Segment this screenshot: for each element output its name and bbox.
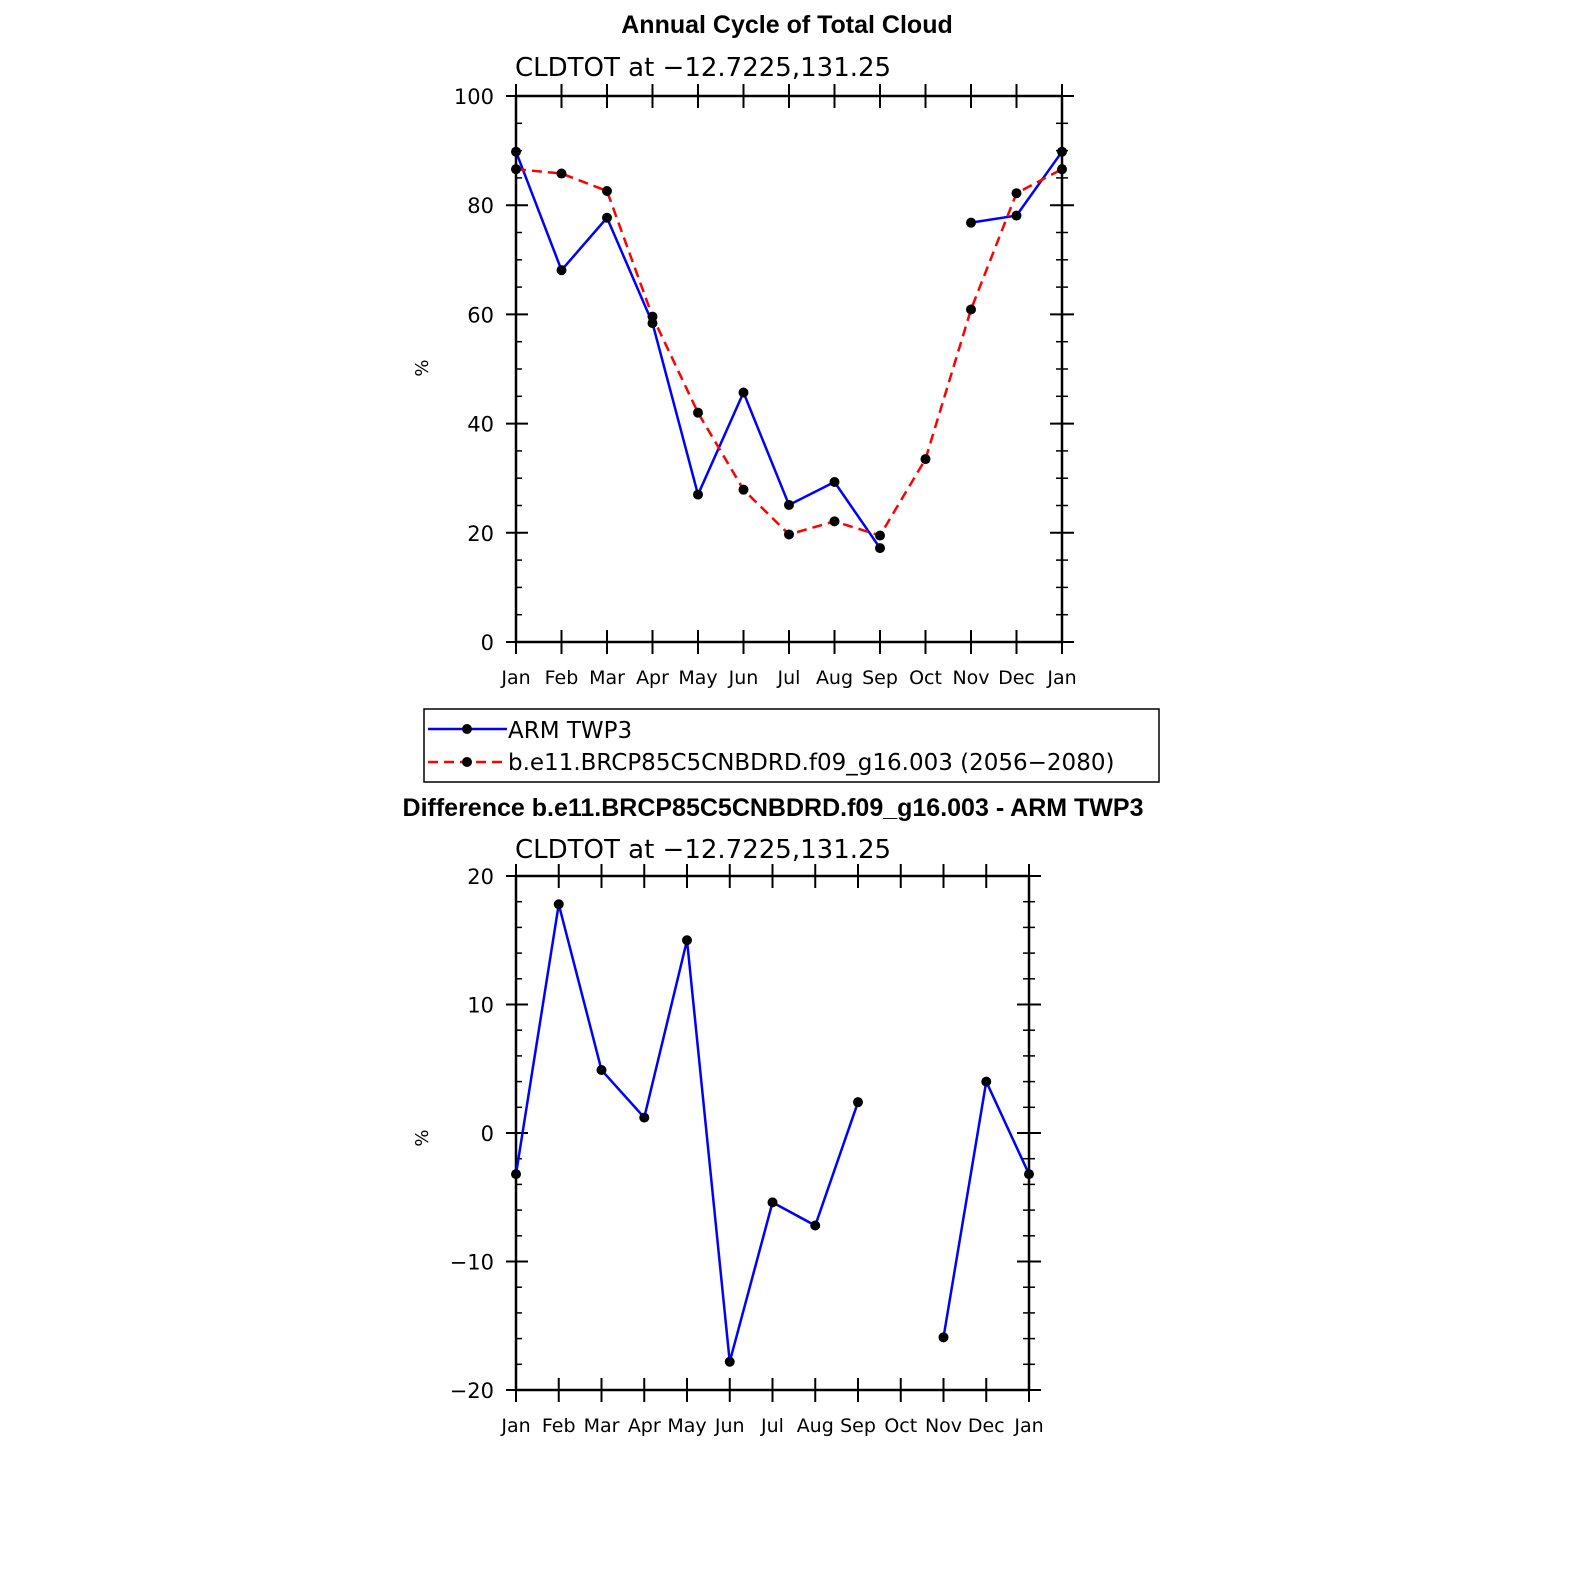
chart1-x-tick-label: Aug — [816, 667, 853, 689]
chart2-y-axis-label: % — [412, 1129, 433, 1146]
chart2-x-tick-label: Aug — [797, 1415, 834, 1437]
chart1-series-2-point — [602, 186, 612, 197]
chart1-series-1-point — [829, 477, 840, 488]
chart1-series-1-point — [602, 212, 612, 223]
chart1-x-tick-label: Dec — [998, 667, 1035, 689]
chart1-series-1-point — [556, 265, 567, 276]
chart2-x-tick-label: Jun — [714, 1415, 745, 1437]
chart1-y-tick-label: 40 — [467, 413, 494, 437]
legend-marker-arm — [462, 724, 472, 734]
chart1-x-tick-label: Jan — [500, 667, 530, 689]
chart1-x-tick-label: Mar — [589, 667, 625, 689]
chart2-x-tick-label: May — [667, 1415, 706, 1437]
chart1-x-tick-label: Jan — [1046, 667, 1076, 689]
chart2-x-tick-label: Jan — [1013, 1415, 1043, 1437]
chart1-series-2-point — [966, 304, 976, 315]
chart1-x-tick-label: Apr — [636, 667, 669, 689]
chart1-y-tick-label: 20 — [467, 522, 494, 546]
chart1-series-1-point — [784, 499, 794, 510]
chart2-x-tick-label: Feb — [542, 1415, 576, 1437]
chart1-series-2-line — [515, 167, 1063, 538]
chart1-y-tick-label: 0 — [481, 631, 494, 655]
chart1-series-1-point — [1011, 210, 1022, 221]
chart1-series-2-point — [511, 164, 521, 175]
chart1-series-1-point — [966, 217, 976, 228]
chart1-frame — [514, 94, 1064, 644]
chart2-x-tick-label: Jul — [760, 1415, 784, 1437]
chart1-series-2-point — [738, 484, 749, 495]
chart2-x-tick-label: Mar — [584, 1415, 620, 1437]
chart2-series-1-point — [511, 1169, 521, 1180]
chart1-series-2-point — [1057, 164, 1067, 175]
chart2-series-1-point — [639, 1112, 650, 1123]
chart1-x-tick-label: Jul — [777, 667, 801, 689]
legend-label-arm: ARM TWP3 — [508, 718, 632, 744]
chart2-series-1-point — [724, 1356, 735, 1367]
chart2-plot: Jan Feb Mar Apr May Jun Jul Aug Sep Oct Nov Dec Jan−… — [450, 864, 1044, 1437]
chart1-series-1-line — [514, 151, 882, 549]
chart1-series-2-point — [875, 530, 885, 541]
chart2-y-tick-label: 20 — [467, 865, 494, 889]
chart1-x-tick-label: Jun — [728, 667, 759, 689]
chart2-x-tick-label: Jan — [500, 1415, 530, 1437]
chart2-series-1-point — [596, 1065, 607, 1076]
chart1-y-tick-label: 80 — [467, 194, 494, 218]
chart1-series-2-point — [920, 454, 931, 465]
chart2-x-tick-label: Nov — [925, 1415, 962, 1437]
chart2-frame — [514, 874, 1031, 1392]
legend-marker-model — [462, 757, 472, 767]
chart1-plot: Jan Feb Mar Apr May Jun Jul Aug Sep Oct Nov Dec Jan 0… — [454, 84, 1077, 689]
chart1-series-2-point — [647, 311, 658, 322]
chart1-series-2-point — [693, 407, 703, 418]
chart2-series-1-line — [942, 1077, 1031, 1338]
chart2-series-1-point — [682, 935, 692, 946]
chart2-subtitle: CLDTOT at −12.7225,131.25 — [515, 835, 891, 865]
chart1-series-1-point — [693, 489, 703, 500]
chart2-x-tick-label: Sep — [840, 1415, 876, 1437]
chart2-title: Difference b.e11.BRCP85C5CNBDRD.f09_g16.… — [403, 794, 1144, 822]
chart2-series-1-point — [767, 1197, 778, 1208]
chart1-x-tick-label: Sep — [862, 667, 898, 689]
chart2-y-tick-label: −20 — [450, 1379, 494, 1403]
chart1-series-1-point — [738, 387, 749, 398]
chart1-x-tick-label: Oct — [909, 667, 942, 689]
chart1-x-tick-label: Feb — [545, 667, 579, 689]
chart1-title: Annual Cycle of Total Cloud — [621, 11, 952, 39]
chart2-x-tick-label: Dec — [968, 1415, 1005, 1437]
chart2-series-1-point — [1024, 1169, 1034, 1180]
chart2-y-tick-label: 0 — [481, 1122, 494, 1146]
chart2-series-1-point — [853, 1097, 863, 1108]
chart2-series-1-point — [810, 1220, 821, 1231]
chart1-series-1-point — [1057, 146, 1067, 157]
chart2-series-1-point — [938, 1332, 949, 1343]
chart2-series-1-point — [553, 899, 564, 910]
chart2-series-1-point — [981, 1076, 992, 1087]
chart1-series-2-point — [784, 529, 794, 540]
chart1-x-tick-label: May — [678, 667, 717, 689]
chart1-y-tick-label: 100 — [454, 85, 494, 109]
chart1-series-2-point — [829, 516, 840, 527]
legend: ARM TWP3 b.e11.BRCP85C5CNBDRD.f09_g16.00… — [423, 708, 1160, 783]
chart2-y-tick-label: −10 — [450, 1251, 494, 1275]
chart1-subtitle: CLDTOT at −12.7225,131.25 — [515, 53, 891, 83]
chart1-y-axis-label: % — [412, 359, 433, 376]
chart1-y-tick-label: 60 — [467, 303, 494, 327]
chart1-series-2-point — [556, 168, 567, 179]
chart1-series-2-point — [1011, 188, 1022, 199]
chart1-x-tick-label: Nov — [952, 667, 989, 689]
chart1-series-1-point — [875, 543, 885, 554]
legend-label-model: b.e11.BRCP85C5CNBDRD.f09_g16.003 (2056−2… — [508, 750, 1114, 776]
chart2-y-tick-label: 10 — [467, 994, 494, 1018]
chart2-series-1-line — [514, 903, 860, 1363]
chart2-x-tick-label: Oct — [884, 1415, 917, 1437]
chart1-series-1-point — [511, 146, 521, 157]
chart2-x-tick-label: Apr — [628, 1415, 661, 1437]
legend-box — [423, 708, 1160, 783]
